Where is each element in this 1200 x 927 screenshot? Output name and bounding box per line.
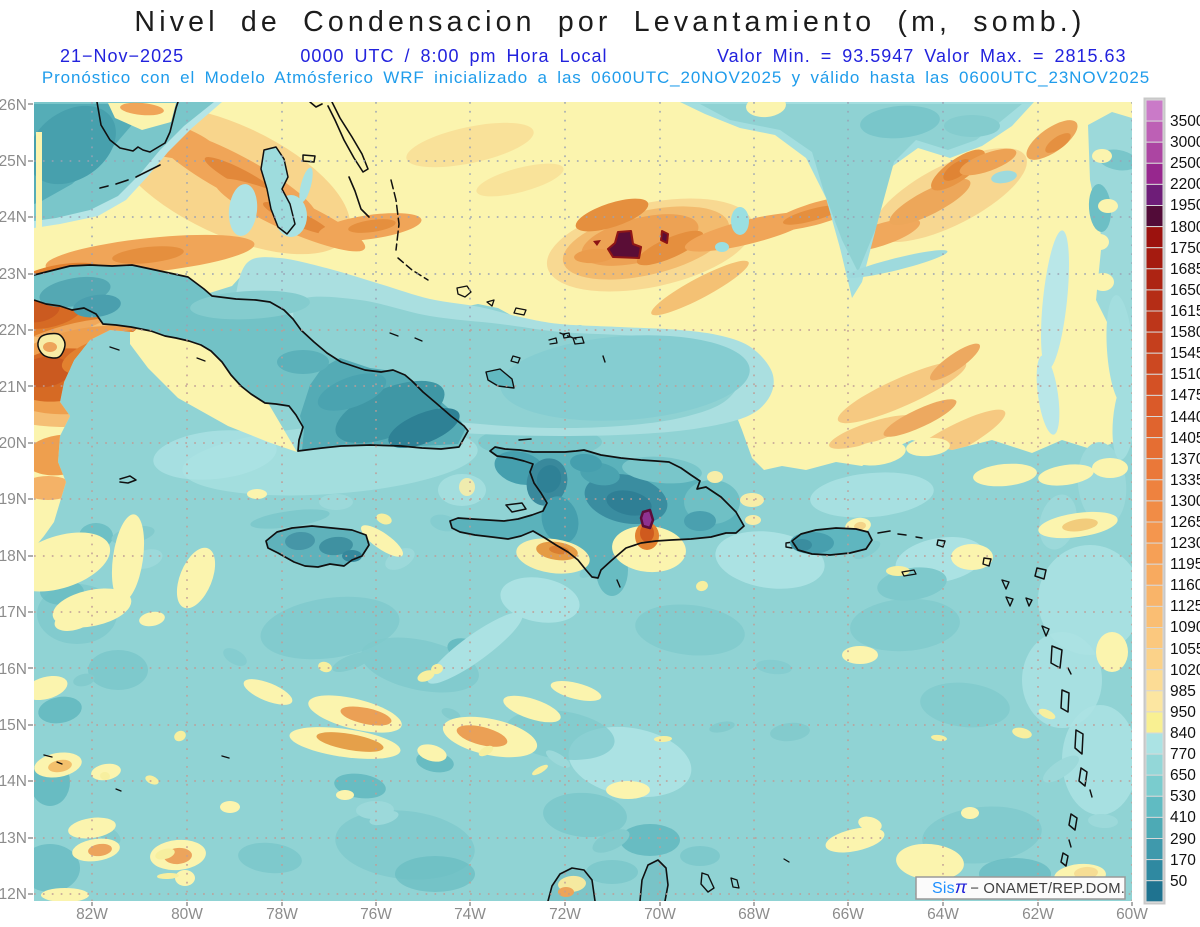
svg-text:1800: 1800 (1170, 219, 1200, 236)
svg-text:1750: 1750 (1170, 240, 1200, 257)
svg-text:1160: 1160 (1170, 577, 1200, 594)
svg-text:1405: 1405 (1170, 430, 1200, 447)
svg-text:64W: 64W (927, 906, 959, 923)
svg-text:1615: 1615 (1170, 303, 1200, 320)
svg-text:12N: 12N (0, 886, 27, 903)
svg-text:0000 UTC / 8:00 pm Hora Local: 0000 UTC / 8:00 pm Hora Local (300, 46, 607, 66)
svg-text:Valor Min. = 93.5947 Valor Ma: Valor Min. = 93.5947 Valor Max. = 2815.6… (717, 46, 1127, 66)
svg-text:72W: 72W (549, 906, 581, 923)
svg-text:22N: 22N (0, 322, 27, 339)
svg-text:50: 50 (1170, 873, 1188, 890)
svg-text:1685: 1685 (1170, 261, 1200, 278)
svg-text:530: 530 (1170, 788, 1196, 805)
svg-text:70W: 70W (644, 906, 676, 923)
svg-text:3500: 3500 (1170, 113, 1200, 130)
svg-text:950: 950 (1170, 704, 1196, 721)
svg-text:1580: 1580 (1170, 324, 1200, 341)
svg-text:1195: 1195 (1170, 556, 1200, 573)
svg-text:840: 840 (1170, 725, 1196, 742)
svg-text:17N: 17N (0, 604, 27, 621)
svg-text:25N: 25N (0, 153, 27, 170)
svg-text:1230: 1230 (1170, 535, 1200, 552)
svg-text:26N: 26N (0, 97, 27, 114)
svg-text:21−Nov−2025: 21−Nov−2025 (60, 46, 184, 66)
svg-text:76W: 76W (360, 906, 392, 923)
svg-text:21N: 21N (0, 379, 27, 396)
svg-text:1020: 1020 (1170, 662, 1200, 679)
svg-text:1650: 1650 (1170, 282, 1200, 299)
svg-text:Pronóstico con el Modelo Atmós: Pronóstico con el Modelo Atmósferico WRF… (42, 68, 1150, 87)
svg-text:1335: 1335 (1170, 472, 1200, 489)
svg-text:60W: 60W (1116, 906, 1148, 923)
svg-text:20N: 20N (0, 435, 27, 452)
svg-text:62W: 62W (1022, 906, 1054, 923)
svg-text:74W: 74W (454, 906, 486, 923)
svg-text:82W: 82W (76, 906, 108, 923)
svg-text:985: 985 (1170, 683, 1196, 700)
svg-text:24N: 24N (0, 209, 27, 226)
svg-text:170: 170 (1170, 852, 1196, 869)
svg-text:1265: 1265 (1170, 514, 1200, 531)
svg-text:290: 290 (1170, 831, 1196, 848)
svg-text:Nivel de Condensacion por Leva: Nivel de Condensacion por Levantamiento … (134, 6, 1085, 38)
svg-text:1950: 1950 (1170, 197, 1200, 214)
svg-text:3000: 3000 (1170, 134, 1200, 151)
svg-text:1475: 1475 (1170, 387, 1200, 404)
svg-text:19N: 19N (0, 491, 27, 508)
svg-text:16N: 16N (0, 661, 27, 678)
svg-text:18N: 18N (0, 548, 27, 565)
svg-text:770: 770 (1170, 746, 1196, 763)
svg-text:80W: 80W (171, 906, 203, 923)
svg-text:1370: 1370 (1170, 451, 1200, 468)
svg-text:15N: 15N (0, 717, 27, 734)
svg-text:1545: 1545 (1170, 345, 1200, 362)
svg-text:13N: 13N (0, 830, 27, 847)
svg-text:650: 650 (1170, 767, 1196, 784)
svg-text:23N: 23N (0, 266, 27, 283)
svg-text:68W: 68W (738, 906, 770, 923)
svg-text:2200: 2200 (1170, 176, 1200, 193)
svg-text:1510: 1510 (1170, 366, 1200, 383)
svg-text:1055: 1055 (1170, 641, 1200, 658)
svg-text:Sisπ − ONAMET/REP.DOM.: Sisπ − ONAMET/REP.DOM. (932, 877, 1125, 897)
svg-text:1090: 1090 (1170, 619, 1200, 636)
svg-text:78W: 78W (266, 906, 298, 923)
svg-text:1440: 1440 (1170, 409, 1200, 426)
svg-text:14N: 14N (0, 773, 27, 790)
svg-text:1125: 1125 (1170, 598, 1200, 615)
svg-text:410: 410 (1170, 809, 1196, 826)
svg-text:1300: 1300 (1170, 493, 1200, 510)
svg-text:66W: 66W (832, 906, 864, 923)
